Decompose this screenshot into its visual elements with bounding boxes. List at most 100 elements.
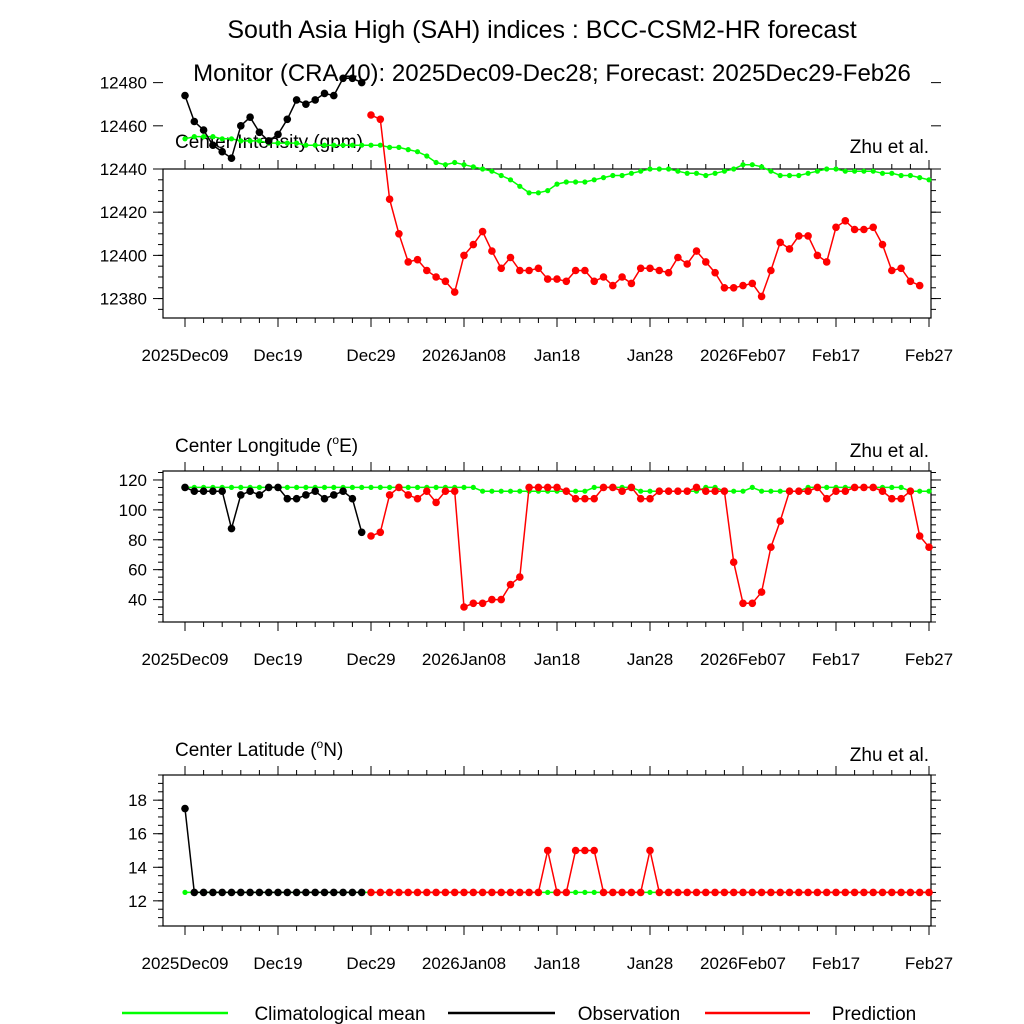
prediction-point bbox=[404, 491, 413, 499]
climatology-point bbox=[238, 138, 244, 144]
climatology-point bbox=[201, 134, 207, 140]
climatology-point bbox=[573, 179, 579, 185]
climatology-point bbox=[759, 164, 765, 170]
observation-point bbox=[292, 96, 301, 104]
prediction-point bbox=[869, 483, 877, 492]
y-tick-label: 12 bbox=[128, 892, 147, 911]
climatology-point bbox=[582, 488, 588, 494]
climatology-point bbox=[591, 889, 597, 896]
climatology-point bbox=[480, 166, 486, 172]
x-tick-label: Dec19 bbox=[253, 650, 302, 669]
observation-point bbox=[311, 888, 320, 897]
climatology-point bbox=[684, 170, 690, 176]
climatology-point bbox=[842, 168, 848, 174]
prediction-point bbox=[757, 292, 766, 301]
prediction-point bbox=[488, 888, 496, 897]
prediction-point bbox=[822, 888, 831, 897]
prediction-point bbox=[385, 195, 394, 203]
prediction-point bbox=[850, 483, 859, 492]
observation-point bbox=[357, 528, 366, 537]
observation-point bbox=[302, 888, 310, 897]
climatology-point bbox=[582, 179, 588, 185]
observation-point bbox=[302, 100, 310, 108]
prediction-point bbox=[683, 260, 691, 268]
climatology-point bbox=[331, 142, 337, 148]
y-tick-label: 120 bbox=[119, 471, 147, 490]
prediction-point bbox=[841, 217, 850, 225]
climatology-point bbox=[182, 889, 188, 896]
prediction-point bbox=[832, 223, 840, 232]
panel-1: Center Intensity (gpm) Zhu et al.2025Dec0… bbox=[100, 74, 953, 365]
climatology-point bbox=[275, 140, 281, 146]
observation-point bbox=[292, 888, 301, 897]
climatology-point bbox=[786, 172, 793, 179]
x-tick-label: Dec19 bbox=[253, 346, 302, 365]
prediction-point bbox=[423, 888, 431, 897]
y-tick-label: 18 bbox=[128, 791, 147, 810]
observation-point bbox=[320, 89, 329, 98]
legend-label-clim: Climatological mean bbox=[254, 1004, 425, 1024]
prediction-point bbox=[618, 273, 626, 281]
prediction-point bbox=[841, 888, 850, 897]
prediction-point bbox=[711, 268, 719, 277]
climatology-point bbox=[489, 168, 495, 174]
climatology-point bbox=[740, 488, 746, 494]
prediction-point bbox=[850, 225, 859, 234]
prediction-point bbox=[404, 888, 413, 897]
prediction-point bbox=[674, 888, 682, 897]
observation-point bbox=[181, 804, 189, 813]
climatology-point bbox=[666, 166, 672, 172]
prediction-point bbox=[488, 595, 496, 604]
prediction-point bbox=[618, 888, 626, 897]
panel-title: Center Latitude (oN) bbox=[175, 737, 343, 761]
y-tick-label: 12400 bbox=[100, 246, 147, 265]
prediction-point bbox=[376, 888, 385, 897]
climatology-point bbox=[647, 166, 653, 172]
climatology-point bbox=[647, 889, 653, 896]
observation-point bbox=[209, 487, 217, 496]
prediction-point bbox=[553, 888, 561, 897]
prediction-point bbox=[506, 888, 515, 897]
climatology-point bbox=[731, 166, 737, 172]
prediction-point bbox=[590, 846, 598, 855]
prediction-point bbox=[739, 599, 747, 608]
climatology-point bbox=[284, 484, 290, 490]
prediction-point bbox=[776, 888, 784, 897]
y-tick-label: 12480 bbox=[100, 74, 147, 93]
prediction-point bbox=[683, 888, 691, 897]
prediction-point bbox=[367, 888, 375, 897]
x-tick-label: Feb27 bbox=[905, 346, 953, 365]
observation-point bbox=[339, 888, 347, 897]
climatology-point bbox=[414, 484, 421, 490]
climatology-point bbox=[228, 484, 235, 490]
prediction-point bbox=[543, 483, 552, 492]
x-tick-label: Jan18 bbox=[534, 346, 580, 365]
prediction-point bbox=[878, 888, 887, 897]
prediction-point bbox=[776, 517, 784, 525]
observation-point bbox=[218, 487, 226, 496]
prediction-point bbox=[683, 487, 691, 496]
observation-point bbox=[209, 888, 217, 897]
prediction-point bbox=[590, 277, 598, 286]
climatology-point bbox=[507, 488, 514, 494]
prediction-point bbox=[627, 279, 636, 288]
x-tick-label: Dec29 bbox=[346, 650, 395, 669]
climatology-point bbox=[619, 172, 625, 179]
x-tick-label: 2026Jan08 bbox=[422, 650, 506, 669]
prediction-point bbox=[571, 266, 580, 275]
prediction-point bbox=[450, 888, 459, 897]
prediction-point bbox=[739, 888, 747, 897]
climatology-point bbox=[647, 488, 653, 494]
climatology-point bbox=[712, 170, 718, 176]
prediction-point bbox=[748, 279, 757, 288]
prediction-point bbox=[534, 483, 543, 492]
x-tick-label: 2025Dec09 bbox=[142, 346, 229, 365]
observation-point bbox=[237, 491, 245, 499]
observation-point bbox=[274, 483, 282, 492]
climatology-point bbox=[359, 484, 365, 490]
x-tick-label: Jan18 bbox=[534, 954, 580, 973]
observation-point bbox=[246, 487, 254, 496]
climatology-point bbox=[573, 488, 579, 494]
prediction-point bbox=[525, 266, 533, 275]
observation-point bbox=[246, 888, 254, 897]
